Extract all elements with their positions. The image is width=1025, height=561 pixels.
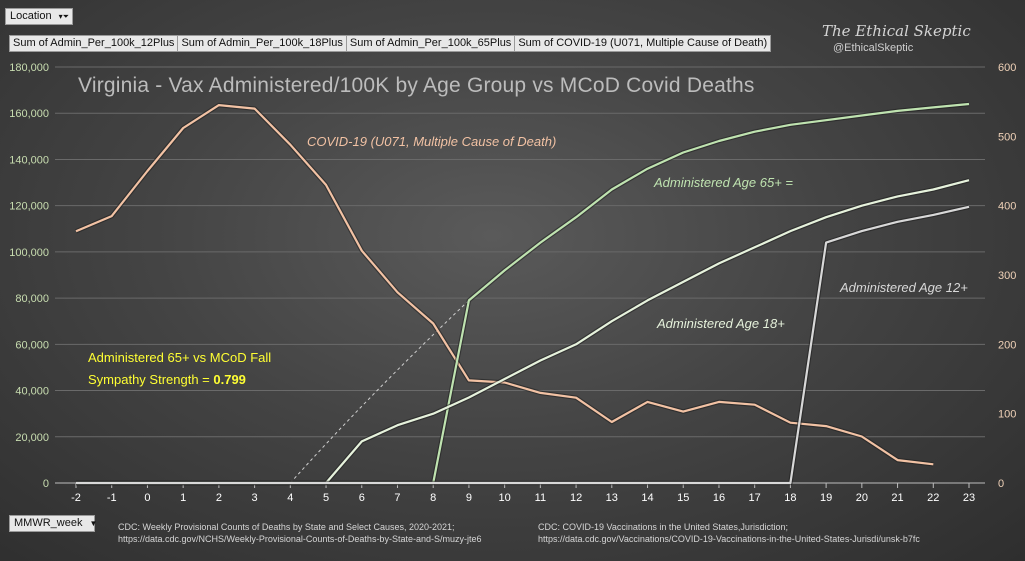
x-tick-label: 15 [677, 492, 689, 504]
week-filter-label: MMWR_week [14, 517, 83, 529]
field-button-covid-deaths[interactable]: Sum of COVID-19 (U071, Multiple Cause of… [514, 35, 772, 52]
annotation-deaths: COVID-19 (U071, Multiple Cause of Death) [307, 134, 556, 149]
brand-name: The Ethical Skeptic [822, 22, 971, 40]
series-line-age18 [76, 179, 970, 485]
field-button-65plus[interactable]: Sum of Admin_Per_100k_65Plus [345, 35, 516, 52]
source-left-prefix: CDC: [118, 522, 140, 532]
y-left-tick-label: 40,000 [15, 386, 49, 398]
trend-projection-line [289, 300, 470, 484]
x-tick-label: 21 [891, 492, 903, 504]
x-tick-label: 4 [287, 492, 293, 504]
y-right-tick-label: 600 [998, 62, 1016, 74]
y-left-tick-label: 80,000 [15, 293, 49, 305]
filter-funnel-icon: ▾⏷ [58, 12, 70, 21]
y-left-tick-label: 140,000 [9, 154, 49, 166]
y-right-tick-label: 0 [998, 478, 1004, 490]
y-left-tick-label: 20,000 [15, 432, 49, 444]
x-tick-label: 20 [856, 492, 868, 504]
source-left: CDC: Weekly Provisional Counts of Deaths… [118, 521, 481, 545]
tick-labels: 0 20,000 40,000 60,000 80,000 100,000 120,000 1… [9, 62, 1016, 504]
x-tick-label: 23 [963, 492, 975, 504]
x-tick-label: 3 [252, 492, 258, 504]
series-line-age12 [76, 205, 970, 485]
stat-value: 0.799 [213, 372, 246, 387]
value-field-buttons: Sum of Admin_Per_100k_12Plus Sum of Admi… [9, 35, 772, 52]
chart-title: Virginia - Vax Administered/100K by Age … [78, 74, 755, 97]
y-left-tick-label: 100,000 [9, 247, 49, 259]
series-line-age65-shadow [76, 101, 970, 486]
mmwr-week-filter-button[interactable]: MMWR_week ▼ [9, 515, 98, 532]
y-right-tick-label: 200 [998, 339, 1016, 351]
y-left-tick-label: 60,000 [15, 339, 49, 351]
y-left-tick-label: 180,000 [9, 62, 49, 74]
field-button-12plus[interactable]: Sum of Admin_Per_100k_12Plus [9, 35, 179, 52]
series-line-age12-shadow [76, 204, 970, 486]
x-tick-label: 1 [180, 492, 186, 504]
annotation-age65: Administered Age 65+ = [653, 175, 793, 190]
x-tick-label: 22 [927, 492, 939, 504]
x-tick-label: 10 [499, 492, 511, 504]
x-tick-label: 19 [820, 492, 832, 504]
chevron-down-icon: ▼ [89, 519, 98, 528]
field-button-18plus[interactable]: Sum of Admin_Per_100k_18Plus [177, 35, 347, 52]
x-tick-label: 13 [606, 492, 618, 504]
y-right-tick-label: 100 [998, 409, 1016, 421]
x-tick-label: 8 [430, 492, 436, 504]
source-right-prefix: CDC: [538, 522, 560, 532]
y-right-tick-label: 500 [998, 131, 1016, 143]
y-left-tick-label: 0 [43, 478, 49, 490]
source-right-title: COVID-19 Vaccinations in the United Stat… [562, 522, 788, 532]
x-tick-label: -2 [71, 492, 81, 504]
x-tick-label: 17 [749, 492, 761, 504]
x-tick-label: 16 [713, 492, 725, 504]
annotation-age18: Administered Age 18+ [656, 316, 785, 331]
stat-line-1: Administered 65+ vs MCoD Fall [88, 350, 271, 365]
y-left-tick-label: 160,000 [9, 108, 49, 120]
annotation-age12: Administered Age 12+ [839, 280, 968, 295]
series-lines [75, 101, 970, 486]
x-tick-label: 0 [144, 492, 150, 504]
x-tick-label: 2 [216, 492, 222, 504]
x-tick-label: 7 [394, 492, 400, 504]
series-line-deaths [75, 104, 934, 466]
x-tick-label: 6 [359, 492, 365, 504]
series-line-age18-shadow [76, 178, 970, 486]
x-tick-label: 14 [641, 492, 653, 504]
x-tick-label: 9 [466, 492, 472, 504]
x-tick-label: 5 [323, 492, 329, 504]
y-right-tick-label: 400 [998, 201, 1016, 213]
series-line-age65 [76, 102, 970, 485]
source-left-url[interactable]: https://data.cdc.gov/NCHS/Weekly-Provisi… [118, 534, 482, 544]
source-right-url[interactable]: https://data.cdc.gov/Vaccinations/COVID-… [538, 534, 920, 544]
gridlines [55, 66, 985, 438]
brand-handle: @EthicalSkeptic [833, 42, 914, 54]
location-filter-label: Location [10, 10, 52, 22]
location-filter-button[interactable]: Location ▾⏷ [5, 8, 73, 25]
y-right-tick-label: 300 [998, 270, 1016, 282]
annotations: COVID-19 (U071, Multiple Cause of Death)… [88, 134, 968, 387]
x-tick-label: 11 [535, 492, 546, 504]
source-left-title: Weekly Provisional Counts of Deaths by S… [142, 522, 455, 532]
source-right: CDC: COVID-19 Vaccinations in the United… [538, 521, 920, 545]
x-tick-label: 18 [784, 492, 796, 504]
x-tick-label: 12 [570, 492, 582, 504]
x-tick-label: -1 [107, 492, 117, 504]
stat-line-2: Sympathy Strength = 0.799 [88, 372, 246, 387]
y-left-tick-label: 120,000 [9, 201, 49, 213]
stat-label: Sympathy Strength = [88, 372, 213, 387]
